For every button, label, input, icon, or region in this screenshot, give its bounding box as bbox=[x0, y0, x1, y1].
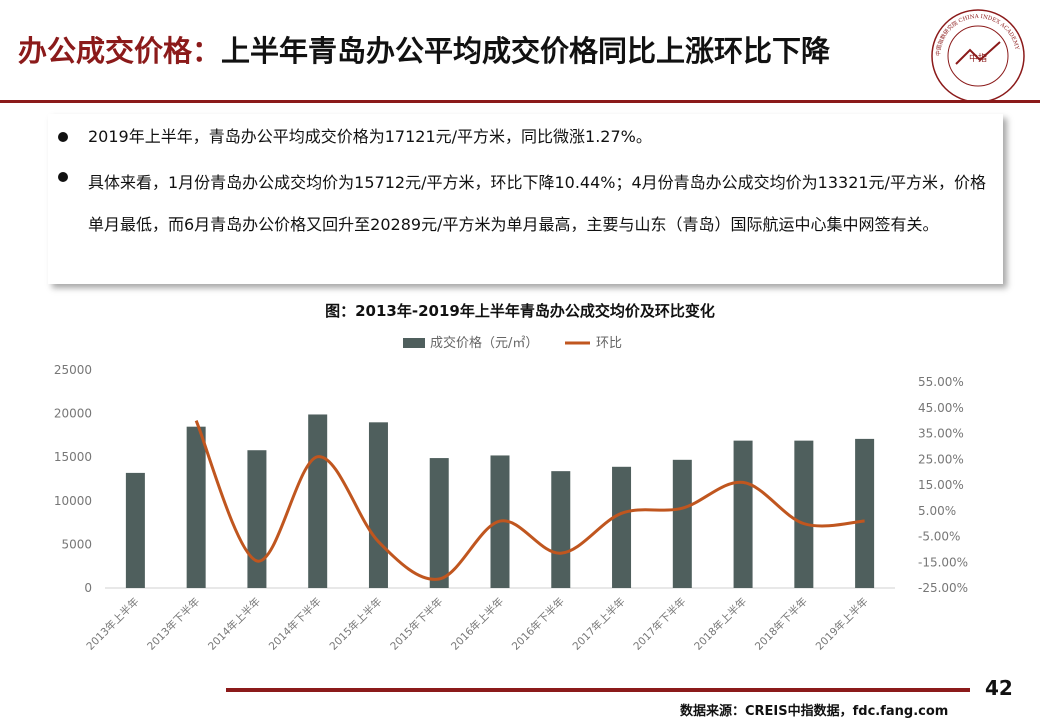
x-axis-tick-label: 2014年上半年 bbox=[205, 595, 263, 653]
right-axis-tick-label: -25.00% bbox=[918, 581, 968, 595]
chart-title: 图：2013年-2019年上半年青岛办公成交均价及环比变化 bbox=[325, 302, 715, 320]
x-axis-tick-label: 2016年上半年 bbox=[448, 595, 506, 653]
right-axis-tick-label: 15.00% bbox=[918, 478, 964, 492]
bullet-item: 2019年上半年，青岛办公平均成交价格为17121元/平方米，同比微涨1.27%… bbox=[58, 122, 993, 152]
price-bar bbox=[551, 471, 571, 588]
legend-label: 环比 bbox=[596, 336, 622, 351]
china-index-academy-logo: 中指 中国指数研究院 CHINA INDEX ACADEMY bbox=[931, 9, 1025, 103]
price-chart: 成交价格（元/㎡） 环比 0 5000 10000 15000 20000 25000 -25.… bbox=[54, 335, 968, 653]
price-bar bbox=[308, 414, 328, 588]
bullet-text: 2019年上半年，青岛办公平均成交价格为17121元/平方米，同比微涨1.27%… bbox=[88, 127, 652, 146]
logo-center-text: 中指 bbox=[969, 52, 987, 64]
title-prefix: 办公成交价格： bbox=[18, 34, 222, 68]
price-bar bbox=[612, 466, 632, 588]
price-bar bbox=[429, 458, 449, 588]
x-axis-tick-label: 2015年上半年 bbox=[327, 595, 385, 653]
page-title: 办公成交价格：上半年青岛办公平均成交价格同比上涨环比下降 bbox=[18, 28, 830, 70]
bullet-item: 具体来看，1月份青岛办公成交均价为15712元/平方米，环比下降10.44%；4… bbox=[58, 162, 993, 246]
bullet-dot-icon bbox=[58, 132, 68, 142]
price-bar bbox=[125, 472, 145, 588]
title-main: 上半年青岛办公平均成交价格同比上涨环比下降 bbox=[221, 34, 831, 68]
left-axis-tick-label: 10000 bbox=[54, 494, 92, 508]
price-bar bbox=[855, 438, 875, 588]
right-axis-tick-label: -5.00% bbox=[918, 530, 960, 544]
x-axis-tick-label: 2017年上半年 bbox=[570, 595, 628, 653]
x-axis-tick-label: 2014年下半年 bbox=[266, 595, 324, 653]
x-axis-tick-label: 2013年下半年 bbox=[144, 595, 202, 653]
x-axis-tick-label: 2017年下半年 bbox=[631, 595, 689, 653]
mom-change-line bbox=[194, 420, 865, 581]
page-number: 42 bbox=[985, 676, 1013, 700]
left-axis-tick-label: 5000 bbox=[61, 537, 92, 551]
right-axis-tick-label: 55.00% bbox=[918, 375, 964, 389]
legend-label: 成交价格（元/㎡） bbox=[430, 335, 538, 351]
price-bar bbox=[733, 440, 753, 588]
right-axis-tick-label: 25.00% bbox=[918, 452, 964, 466]
price-bar bbox=[368, 422, 388, 588]
footer-divider bbox=[226, 688, 970, 692]
price-bar bbox=[794, 440, 814, 588]
bullet-text: 具体来看，1月份青岛办公成交均价为15712元/平方米，环比下降10.44%；4… bbox=[88, 173, 986, 234]
left-axis-tick-label: 20000 bbox=[54, 407, 92, 421]
bullet-dot-icon bbox=[58, 172, 68, 182]
left-axis-tick-label: 15000 bbox=[54, 450, 92, 464]
price-bar bbox=[247, 450, 267, 588]
right-axis-tick-label: 35.00% bbox=[918, 427, 964, 441]
x-axis-tick-label: 2018年上半年 bbox=[691, 595, 749, 653]
right-axis-tick-label: -15.00% bbox=[918, 555, 968, 569]
price-bar bbox=[186, 426, 206, 588]
data-source: 数据来源：CREIS中指数据，fdc.fang.com bbox=[680, 704, 949, 719]
left-axis-tick-label: 25000 bbox=[54, 363, 92, 377]
title-divider bbox=[0, 100, 1040, 103]
x-axis-tick-label: 2018年下半年 bbox=[752, 595, 810, 653]
x-axis-tick-label: 2016年下半年 bbox=[509, 595, 567, 653]
price-bar bbox=[672, 459, 692, 588]
summary-box: 2019年上半年，青岛办公平均成交价格为17121元/平方米，同比微涨1.27%… bbox=[48, 114, 1003, 284]
legend-bar-swatch-icon bbox=[403, 338, 425, 348]
left-axis-tick-label: 0 bbox=[84, 581, 92, 595]
x-axis-tick-label: 2015年下半年 bbox=[388, 595, 446, 653]
x-axis-tick-label: 2013年上半年 bbox=[84, 595, 142, 653]
right-axis-tick-label: 45.00% bbox=[918, 401, 964, 415]
x-axis-tick-label: 2019年上半年 bbox=[813, 595, 871, 653]
right-axis-tick-label: 5.00% bbox=[918, 504, 956, 518]
